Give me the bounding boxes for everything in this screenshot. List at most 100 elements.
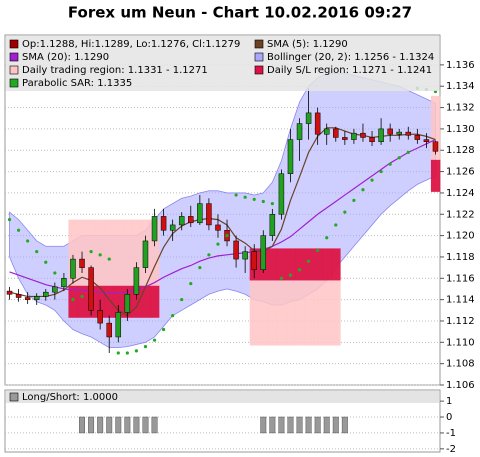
sar-dot (7, 218, 12, 222)
sl-region (285, 248, 296, 281)
sar-dot (261, 199, 265, 204)
y-tick-label: -1 (446, 428, 456, 439)
y-tick-label: 1.122 (446, 209, 475, 220)
candle-body (305, 112, 312, 124)
bar (305, 416, 312, 434)
bar (296, 416, 303, 434)
sar-dot (180, 298, 184, 302)
legend-label: Bollinger (20, 2): 1.1256 - 1.1324 (267, 52, 434, 63)
candle-body (215, 224, 221, 231)
y-tick-label: 1.118 (446, 252, 475, 263)
legend-label: SMA (20): 1.1290 (22, 52, 109, 63)
y-tick-label: 1.114 (446, 295, 475, 306)
legend-swatch (9, 52, 19, 62)
candle-body (423, 139, 430, 142)
candle-body (387, 128, 393, 135)
candle-body (197, 203, 203, 224)
candle-body (278, 173, 285, 215)
sl-region (430, 159, 441, 192)
bar (314, 416, 321, 434)
sl-region (313, 248, 323, 281)
sl-region (104, 285, 115, 318)
candle-body (323, 128, 330, 135)
candle-body (360, 132, 366, 138)
candle-body (52, 286, 58, 293)
sar-dot (288, 273, 293, 277)
sar-dot (116, 351, 120, 355)
candle-body (206, 203, 212, 226)
y-tick-label: 1.124 (446, 188, 475, 199)
candle-body (333, 128, 339, 138)
sar-dot (189, 282, 193, 286)
candle-body (378, 128, 384, 142)
sar-dot (234, 193, 238, 197)
sar-dot (80, 294, 84, 299)
sar-dot (134, 349, 139, 353)
candle-body (133, 267, 140, 295)
legend-swatch (9, 78, 19, 88)
legend-label: SMA (5): 1.1290 (267, 39, 348, 50)
trading-region (122, 219, 133, 286)
trading-region (150, 219, 160, 286)
legend-label: Op:1.1288, Hi:1.1289, Lo:1.1276, Cl:1.12… (22, 39, 240, 50)
candle-body (405, 131, 412, 136)
chart-title: Forex um Neun - Chart 10.02.2016 09:27 (68, 4, 412, 22)
trading-region (68, 219, 78, 286)
sar-dot (26, 239, 30, 243)
bar (88, 416, 95, 434)
trading-region (331, 280, 341, 346)
candle-body (188, 216, 194, 224)
sar-dot (243, 195, 247, 199)
candle-body (269, 214, 276, 236)
bar (269, 416, 276, 434)
bar (151, 416, 158, 434)
candle-body (106, 322, 112, 338)
y-tick-label: 1.132 (446, 103, 475, 114)
trading-region (258, 280, 269, 346)
legend-label: Parabolic SAR: 1.1335 (22, 78, 132, 89)
sar-dot (279, 276, 284, 280)
candle-body (342, 137, 348, 140)
sar-dot (252, 197, 256, 201)
sl-region (267, 248, 278, 281)
sar-dot (107, 257, 111, 261)
legend-box (6, 391, 439, 403)
trading-region (131, 219, 142, 286)
candle-body (369, 137, 375, 142)
y-tick-label: 1.110 (446, 337, 475, 348)
sl-region (68, 285, 78, 318)
candle-body (33, 296, 40, 300)
trading-region (304, 280, 314, 346)
y-tick-label: 1.130 (446, 124, 475, 135)
sar-dot (89, 250, 93, 254)
sar-dot (370, 178, 374, 182)
y-tick-label: 1.106 (446, 380, 475, 391)
trading-region (104, 219, 115, 286)
candle-body (260, 235, 267, 271)
candle-body (142, 240, 149, 268)
candle-body (414, 135, 421, 140)
y-tick-label: 1.128 (446, 145, 475, 156)
trading-region (430, 95, 441, 160)
candle-body (160, 216, 167, 231)
sl-region (113, 285, 124, 318)
legend-label: Daily trading region: 1.1331 - 1.1271 (22, 65, 208, 76)
candle-body (124, 294, 131, 313)
y-tick-label: 1.112 (446, 316, 475, 327)
legend-label: Daily S/L region: 1.1271 - 1.1241 (267, 65, 432, 76)
sl-region (295, 248, 305, 281)
legend-swatch (254, 39, 264, 49)
candle-body (178, 216, 185, 226)
candle-body (151, 216, 158, 242)
sl-region (77, 285, 87, 318)
sar-dot (361, 188, 365, 192)
sar-dot (44, 260, 48, 264)
candle-body (296, 123, 303, 140)
sar-dot (325, 236, 329, 240)
sar-dot (297, 268, 302, 272)
candle-body (97, 310, 103, 324)
trading-region (276, 280, 287, 346)
bar (323, 416, 330, 434)
legend-swatch (9, 65, 19, 75)
y-tick-label: 1 (446, 396, 452, 407)
